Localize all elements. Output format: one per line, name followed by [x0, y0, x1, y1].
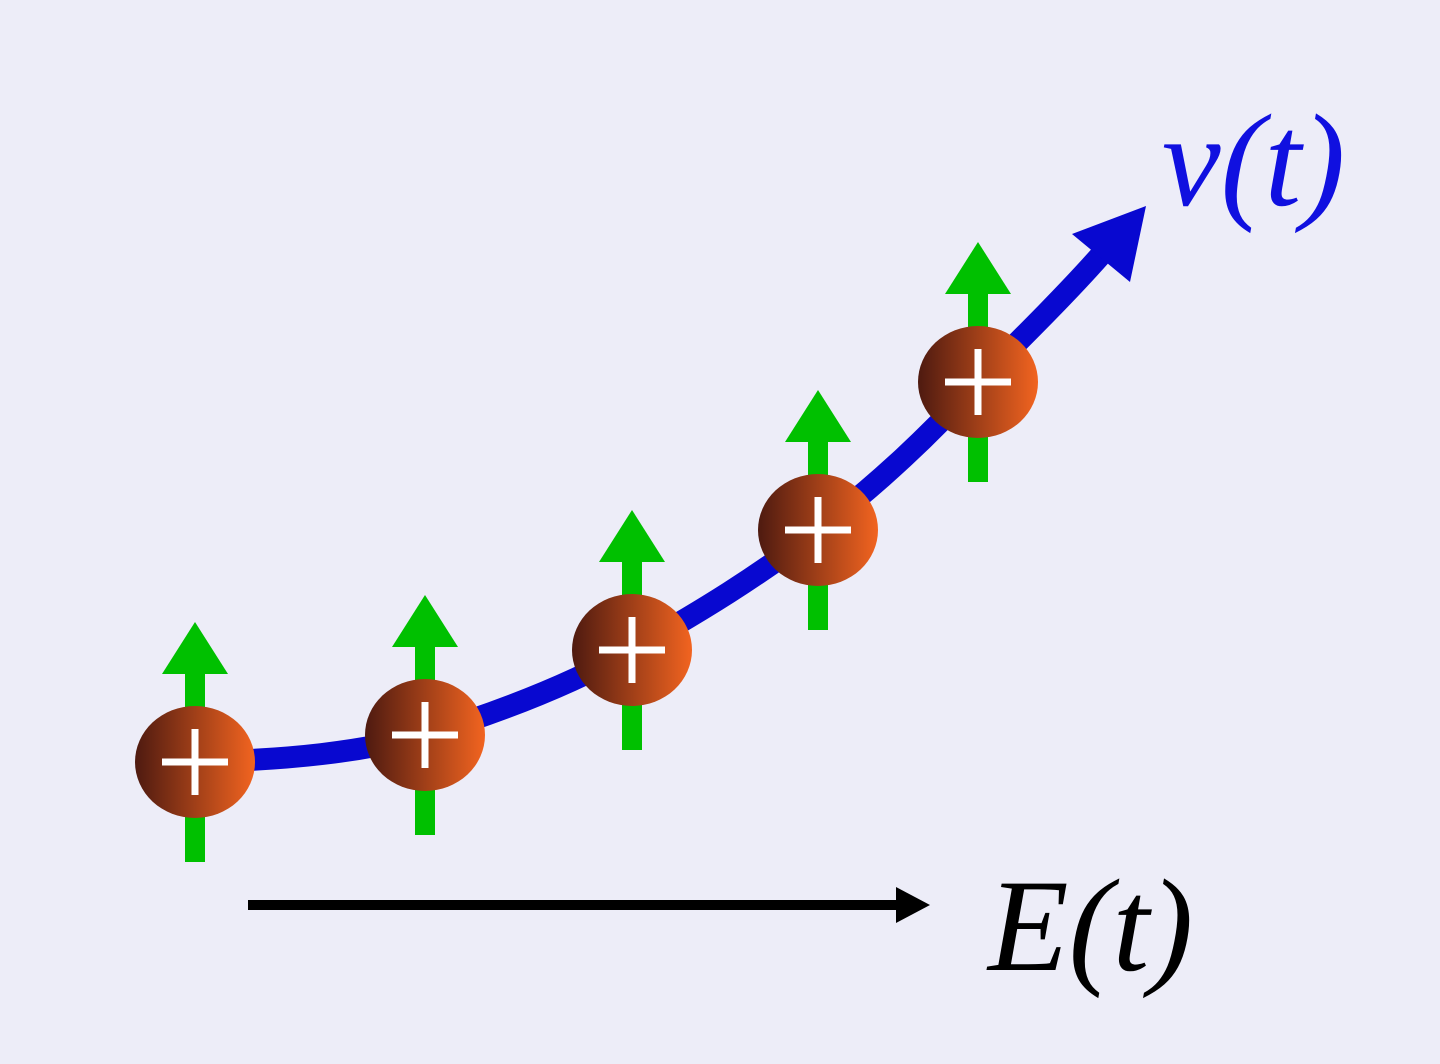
- particle: [918, 242, 1038, 482]
- spin-arrowhead: [599, 510, 665, 562]
- spin-arrowhead: [785, 390, 851, 442]
- velocity-arrowhead: [1072, 206, 1146, 282]
- velocity-label: v(t): [1162, 87, 1345, 234]
- particle: [572, 510, 692, 750]
- particle: [365, 595, 485, 835]
- spin-arrowhead: [162, 622, 228, 674]
- particles: [135, 242, 1038, 862]
- spin-arrowhead: [945, 242, 1011, 294]
- particle: [758, 390, 878, 630]
- field-arrowhead: [896, 887, 930, 923]
- particle: [135, 622, 255, 862]
- spin-arrowhead: [392, 595, 458, 647]
- field-label: E(t): [986, 852, 1193, 999]
